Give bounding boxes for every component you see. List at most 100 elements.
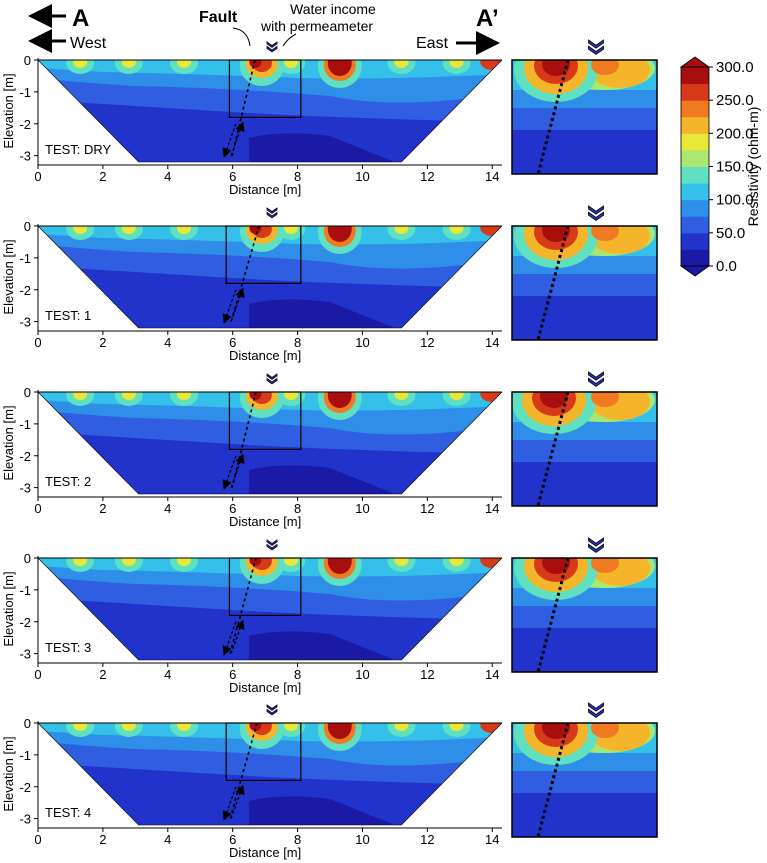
- x-tick-label: 4: [164, 667, 171, 682]
- a-prime-label: A’: [476, 5, 499, 32]
- fault-leader: [232, 27, 251, 47]
- colorbar-tick-label: 0.0: [716, 258, 737, 275]
- colorbar-bin: [681, 100, 709, 118]
- x-tick-label: 10: [355, 169, 369, 184]
- water-inlet-icon: [588, 205, 604, 221]
- x-tick-label: 10: [355, 335, 369, 350]
- fault-line: [229, 722, 258, 820]
- x-tick-label: 6: [229, 335, 236, 350]
- fault-line-zoom: [536, 59, 570, 175]
- colorbar-tick-label: 200.0: [716, 125, 754, 142]
- y-tick-label: 0: [24, 551, 31, 566]
- colorbar-bin: [681, 249, 709, 267]
- zoom-panel: [511, 702, 658, 838]
- x-tick-label: 4: [164, 501, 171, 516]
- slip-arrow-down: [222, 621, 237, 656]
- y-tick-label: 0: [24, 53, 31, 68]
- west-label: West: [70, 35, 107, 52]
- y-tick-label: -1: [19, 748, 31, 763]
- colorbar-bin: [681, 232, 709, 250]
- y-axis-label: Elevation [m]: [1, 405, 16, 480]
- water-inlet-icon: [266, 539, 278, 551]
- zoom-panel: [511, 371, 658, 507]
- x-tick-label: 4: [164, 169, 171, 184]
- colorbar-tick-label: 50.0: [716, 225, 745, 242]
- slip-arrow-up: [230, 287, 245, 322]
- x-tick-label: 4: [164, 335, 171, 350]
- x-tick-label: 2: [99, 335, 106, 350]
- x-axis-label: Distance [m]: [229, 182, 301, 197]
- x-tick-label: 12: [420, 832, 434, 847]
- water-inlet-icon: [266, 373, 278, 385]
- x-tick-label: 0: [34, 832, 41, 847]
- colorbar-tick-label: 150.0: [716, 159, 754, 176]
- x-tick-label: 8: [294, 667, 301, 682]
- colorbar: 300.0 250.0 200.0 150.0 100.0 50.0 0.0 Resistiv…: [679, 56, 761, 277]
- y-tick-label: -1: [19, 85, 31, 100]
- x-tick-label: 2: [99, 169, 106, 184]
- water-label-line1: Water income: [290, 1, 376, 17]
- panel-label: TEST: DRY: [45, 142, 112, 157]
- x-axis-label: Distance [m]: [229, 680, 301, 695]
- x-tick-label: 14: [485, 335, 499, 350]
- y-tick-label: 0: [24, 385, 31, 400]
- water-leader: [282, 33, 297, 47]
- x-tick-label: 12: [420, 335, 434, 350]
- water-inlet-icon: [266, 41, 278, 53]
- y-tick-label: -3: [19, 812, 31, 827]
- x-tick-label: 14: [485, 667, 499, 682]
- east-label: East: [416, 35, 449, 52]
- panel-label: TEST: 1: [45, 308, 91, 323]
- y-tick-label: -3: [19, 647, 31, 662]
- x-tick-label: 10: [355, 667, 369, 682]
- x-tick-label: 14: [485, 501, 499, 516]
- fault-label: Fault: [199, 9, 238, 26]
- slip-arrow-down: [222, 289, 237, 324]
- x-axis-label: Distance [m]: [229, 514, 301, 529]
- fault-line-zoom: [536, 722, 570, 838]
- x-tick-label: 4: [164, 832, 171, 847]
- colorbar-tick-label: 250.0: [716, 92, 754, 109]
- y-tick-label: -2: [19, 780, 31, 795]
- slip-arrow-up: [230, 784, 245, 819]
- x-tick-label: 12: [420, 667, 434, 682]
- y-tick-label: -3: [19, 149, 31, 164]
- water-inlet-icon: [588, 39, 604, 55]
- fault-line: [231, 391, 257, 489]
- y-tick-label: -2: [19, 449, 31, 464]
- fault-line-zoom: [536, 391, 570, 507]
- fault-line-zoom: [536, 225, 570, 341]
- x-tick-label: 2: [99, 667, 106, 682]
- panel-label: TEST: 3: [45, 640, 91, 655]
- a-label: A: [72, 5, 89, 32]
- colorbar-bin: [681, 199, 709, 217]
- y-axis-label: Elevation [m]: [1, 239, 16, 314]
- y-tick-label: -2: [19, 283, 31, 298]
- y-tick-label: -2: [19, 117, 31, 132]
- x-tick-label: 12: [420, 169, 434, 184]
- zoom-panel: [511, 537, 658, 673]
- colorbar-bin: [681, 149, 709, 167]
- x-tick-label: 2: [99, 501, 106, 516]
- x-tick-label: 6: [229, 501, 236, 516]
- y-axis-label: Elevation [m]: [1, 73, 16, 148]
- y-tick-label: -1: [19, 251, 31, 266]
- y-tick-label: -3: [19, 315, 31, 330]
- x-tick-label: 6: [229, 667, 236, 682]
- fault-line: [229, 557, 257, 655]
- y-tick-label: -1: [19, 583, 31, 598]
- x-axis-label: Distance [m]: [229, 348, 301, 363]
- x-tick-label: 10: [355, 501, 369, 516]
- slip-arrow-up: [230, 453, 245, 488]
- header: A West Fault Water income with permeamet…: [28, 1, 500, 55]
- water-inlet-icon: [266, 704, 278, 716]
- x-axis-label: Distance [m]: [229, 845, 301, 860]
- colorbar-bin: [681, 166, 709, 184]
- colorbar-tick-label: 300.0: [716, 59, 754, 76]
- colorbar-title: Resistivity (ohm-m): [745, 107, 761, 227]
